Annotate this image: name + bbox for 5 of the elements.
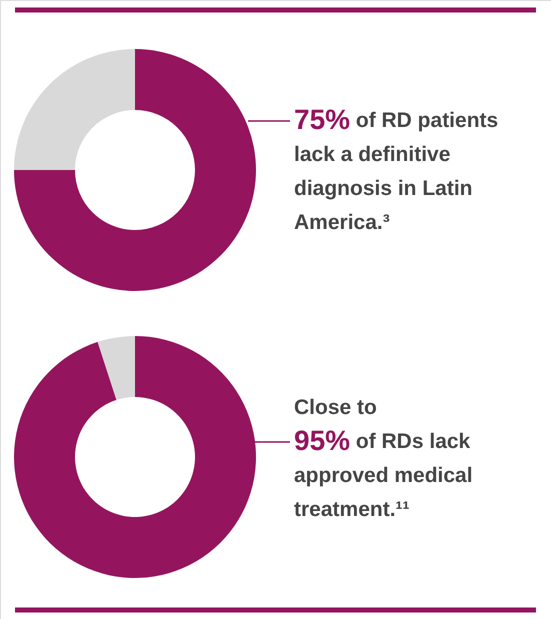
donut-slice [14,49,256,291]
text: 75% of RD patients lack a definitive diagnosis in Latin America.³ [294,104,498,234]
donut-slice [98,336,135,400]
text: Close to 95% of RDs lack approved medical treatment.¹¹ [294,396,473,521]
donut-slice [14,49,135,170]
